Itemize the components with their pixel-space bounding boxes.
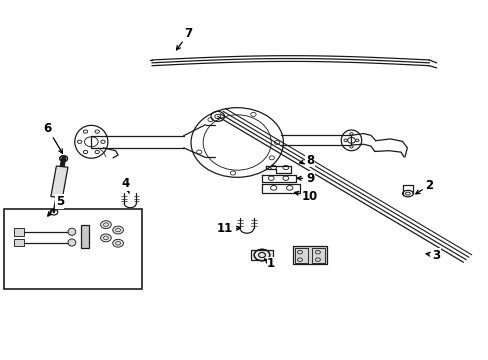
Text: 10: 10 xyxy=(294,190,318,203)
Bar xyxy=(294,248,307,262)
Text: 6: 6 xyxy=(43,122,62,153)
Bar xyxy=(14,239,24,247)
Ellipse shape xyxy=(68,239,76,246)
Bar xyxy=(81,225,89,248)
Ellipse shape xyxy=(68,228,76,235)
Text: 3: 3 xyxy=(425,248,440,261)
Text: 4: 4 xyxy=(121,177,129,193)
Bar xyxy=(4,208,142,289)
Text: 2: 2 xyxy=(415,179,432,194)
Bar xyxy=(292,246,326,264)
Text: 5: 5 xyxy=(48,195,64,216)
Polygon shape xyxy=(51,166,68,198)
Bar xyxy=(311,248,325,262)
Text: 1: 1 xyxy=(264,257,275,270)
Bar xyxy=(251,249,272,260)
Ellipse shape xyxy=(101,234,111,242)
Ellipse shape xyxy=(101,221,111,229)
Text: 11: 11 xyxy=(217,222,240,235)
Text: 9: 9 xyxy=(297,172,314,185)
Text: 8: 8 xyxy=(299,154,314,167)
Ellipse shape xyxy=(113,239,123,247)
Bar xyxy=(14,228,24,236)
Ellipse shape xyxy=(113,226,123,234)
Text: 7: 7 xyxy=(176,27,192,50)
